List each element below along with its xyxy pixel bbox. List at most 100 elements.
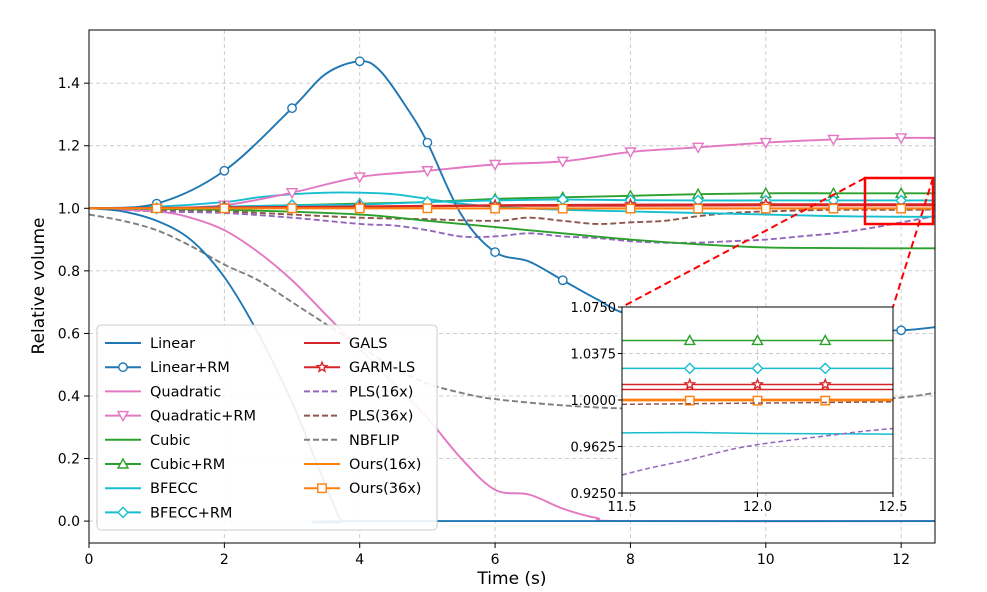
inset-point-cubic-rm bbox=[751, 334, 764, 346]
legend-entry-pls-36x: PLS(36x) bbox=[304, 409, 413, 425]
series-line-bfecc bbox=[88, 191, 936, 218]
data-point-quadratic-rm bbox=[894, 133, 908, 145]
inset-series-bfecc-rm bbox=[622, 362, 893, 375]
inset-x-tick-label: 12.0 bbox=[743, 500, 772, 515]
x-tick-label: 12 bbox=[892, 552, 910, 568]
legend-entry-cubic: Cubic bbox=[105, 433, 191, 449]
legend-marker-bfecc-rm bbox=[117, 506, 129, 519]
series-line-pls-16x bbox=[88, 207, 936, 244]
inset-ticks: 11.5 12.0 12.5 0.9250 0.9625 1.0000 1.0375 1.07… bbox=[571, 301, 908, 515]
data-point-ours-36x bbox=[354, 203, 365, 214]
data-point-ours-36x bbox=[219, 203, 230, 214]
data-point-linear-rm bbox=[354, 56, 365, 67]
legend-entry-nbflip: NBFLIP bbox=[304, 433, 399, 449]
data-point-quadratic-rm bbox=[421, 166, 434, 178]
main-plot-frame bbox=[88, 29, 936, 544]
data-point-ours-36x bbox=[490, 203, 500, 214]
inset-point-cubic-rm bbox=[819, 334, 832, 346]
inset-series-garm-ls bbox=[621, 377, 893, 391]
legend-entry-linear: Linear bbox=[105, 336, 195, 352]
legend-marker-cubic-rm bbox=[116, 457, 130, 469]
y-tick-label: 0.6 bbox=[58, 326, 80, 342]
legend-label-ours-16x: Ours(16x) bbox=[349, 457, 421, 473]
inset-point-cubic-rm bbox=[683, 334, 696, 346]
legend-label-bfecc: BFECC bbox=[150, 481, 198, 497]
inset-x-tick-label: 11.5 bbox=[608, 500, 637, 515]
legend-entry-gals: GALS bbox=[304, 336, 387, 352]
inset-point-ours-36x bbox=[820, 395, 831, 406]
y-tick-label: 0.2 bbox=[58, 452, 80, 468]
data-point-ours-36x bbox=[151, 203, 162, 214]
legend-label-garm-ls: GARM-LS bbox=[349, 360, 415, 376]
y-tick-label: 0.4 bbox=[58, 389, 80, 405]
data-point-linear-rm bbox=[896, 325, 907, 336]
inset-series-pls-16x bbox=[621, 427, 894, 476]
inset-point-garm-ls bbox=[818, 377, 832, 391]
inset-series-pls-36x bbox=[621, 401, 894, 406]
y-tick-label: 0.0 bbox=[58, 514, 80, 530]
legend-label-pls-16x: PLS(16x) bbox=[349, 384, 413, 400]
data-point-ours-36x bbox=[287, 203, 297, 214]
inset-series-ours-36x bbox=[621, 395, 893, 406]
data-point-quadratic-rm bbox=[759, 137, 772, 150]
legend-marker-ours-36x bbox=[317, 483, 327, 494]
y-tick-label: 1.4 bbox=[58, 76, 80, 92]
series-line-quadratic-rm bbox=[88, 136, 936, 210]
data-point-linear-rm bbox=[490, 247, 500, 257]
inset-y-tick-label: 1.0375 bbox=[571, 348, 617, 363]
inset-point-bfecc-rm bbox=[683, 362, 696, 375]
inset-y-tick-label: 1.0750 bbox=[571, 301, 617, 316]
x-tick-label: 0 bbox=[85, 552, 94, 568]
legend-label-bfecc-rm: BFECC+RM bbox=[150, 505, 232, 521]
inset-point-garm-ls bbox=[750, 377, 765, 391]
inset-point-bfecc-rm bbox=[819, 362, 832, 375]
data-point-quadratic-rm bbox=[827, 134, 840, 146]
y-tick-label: 1.0 bbox=[58, 201, 80, 217]
inset-point-ours-36x bbox=[752, 395, 763, 406]
legend-entry-quadratic: Quadratic bbox=[105, 384, 221, 400]
series-pls-36x bbox=[88, 207, 936, 225]
inset-series-group bbox=[621, 334, 894, 476]
legend-entry-quadratic-rm: Quadratic+RM bbox=[105, 409, 256, 425]
zoom-connector-left bbox=[621, 177, 866, 308]
legend-entry-ours-16x: Ours(16x) bbox=[304, 457, 421, 473]
legend-marker-linear-rm bbox=[118, 362, 128, 373]
legend-entry-linear-rm: Linear+RM bbox=[105, 360, 230, 376]
inset-x-tick-label: 12.5 bbox=[879, 500, 908, 515]
legend-label-nbflip: NBFLIP bbox=[349, 433, 399, 449]
data-point-ours-36x bbox=[557, 203, 568, 214]
legend: Linear Linear+RM Quadratic Quadratic+RM Cubi… bbox=[96, 324, 438, 531]
legend-label-pls-36x: PLS(36x) bbox=[349, 409, 413, 425]
series-pls-16x bbox=[88, 207, 936, 244]
inset-line-pls-16x bbox=[621, 427, 894, 476]
legend-marker-garm-ls bbox=[315, 360, 329, 373]
data-point-linear-rm bbox=[422, 137, 433, 148]
data-point-quadratic-rm bbox=[285, 187, 299, 200]
data-point-quadratic-rm bbox=[691, 142, 705, 154]
legend-label-linear: Linear bbox=[150, 336, 195, 352]
x-tick-label: 2 bbox=[220, 552, 229, 568]
data-point-ours-36x bbox=[625, 203, 636, 214]
legend-label-quadratic-rm: Quadratic+RM bbox=[150, 409, 256, 425]
series-line-pls-36x bbox=[88, 207, 936, 225]
legend-label-cubic-rm: Cubic+RM bbox=[150, 457, 225, 473]
x-tick-label: 8 bbox=[626, 552, 635, 568]
legend-label-ours-36x: Ours(36x) bbox=[349, 481, 421, 497]
data-point-ours-36x bbox=[828, 203, 839, 214]
inset-point-garm-ls bbox=[683, 377, 697, 391]
legend-entry-cubic-rm: Cubic+RM bbox=[105, 457, 225, 473]
legend-entry-bfecc: BFECC bbox=[105, 481, 198, 497]
y-axis-title: Relative volume bbox=[29, 218, 49, 355]
legend-label-gals: GALS bbox=[349, 336, 387, 352]
inset-line-pls-36x bbox=[621, 401, 894, 406]
data-point-ours-36x bbox=[422, 203, 433, 214]
legend-label-cubic: Cubic bbox=[150, 433, 191, 449]
x-tick-label: 10 bbox=[757, 552, 775, 568]
legend-entry-bfecc-rm: BFECC+RM bbox=[105, 505, 232, 521]
data-point-quadratic-rm bbox=[488, 159, 502, 171]
data-point-ours-36x bbox=[896, 203, 907, 214]
inset-y-tick-label: 0.9625 bbox=[571, 441, 617, 456]
main-ticks: 0 2 4 6 8 10 12 0.0 0.2 0.4 0.6 0.8 1.0 1.2 1.4 bbox=[58, 76, 910, 568]
y-tick-label: 1.2 bbox=[58, 139, 80, 155]
